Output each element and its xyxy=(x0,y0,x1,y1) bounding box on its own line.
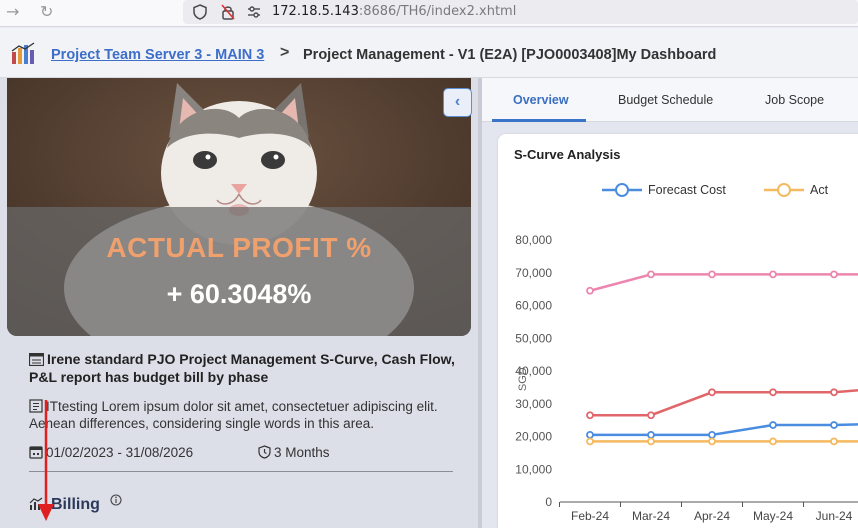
series-point xyxy=(769,270,777,279)
series-point xyxy=(647,270,655,279)
y-tick-label: 0 xyxy=(545,495,552,509)
tab-job-scope[interactable]: Job Scope xyxy=(765,93,825,107)
section-divider xyxy=(29,471,453,472)
chart-title: S-Curve Analysis xyxy=(514,147,621,162)
red-arrow-annotation xyxy=(38,400,54,521)
y-tick-label: 20,000 xyxy=(515,430,552,444)
series-point xyxy=(830,421,838,429)
date-range-text: 01/02/2023 - 31/08/2026 xyxy=(46,445,194,460)
chevron-left-icon: ‹ xyxy=(454,93,461,110)
legend-swatch-marker xyxy=(615,183,629,197)
y-tick-label: 40,000 xyxy=(515,364,552,378)
series-point xyxy=(708,270,716,279)
calendar-icon xyxy=(29,446,43,459)
series-point xyxy=(586,411,594,420)
series-point xyxy=(769,437,777,446)
project-date-range: 01/02/2023 - 31/08/2026 xyxy=(29,445,193,460)
dashboard-panel: Overview Budget Schedule Job Scope S-Cur… xyxy=(482,78,858,528)
dashboard-tabs: Overview Budget Schedule Job Scope xyxy=(482,78,858,122)
series-point xyxy=(769,388,777,397)
active-tab-indicator xyxy=(492,119,586,122)
duration-text: 3 Months xyxy=(274,445,330,460)
y-tick-label: 80,000 xyxy=(515,233,552,247)
project-description: ITtesting Lorem ipsum dolor sit amet, co… xyxy=(29,398,459,432)
breadcrumb-separator: > xyxy=(280,44,290,61)
project-duration: 3 Months xyxy=(258,445,330,460)
x-tick-label: Mar-24 xyxy=(632,509,670,523)
series-point xyxy=(586,430,594,439)
billing-label: Billing xyxy=(51,496,100,513)
collapse-panel-button[interactable]: ‹ xyxy=(443,88,472,117)
series-point xyxy=(708,437,716,446)
legend-label: Act xyxy=(810,183,829,197)
panel-splitter[interactable] xyxy=(478,78,482,528)
series-point xyxy=(769,421,777,429)
project-summary-panel: ACTUAL PROFIT % + 60.3048% Irene standar… xyxy=(0,78,478,528)
x-tick-label: May-24 xyxy=(753,509,793,523)
project-description-text: ITtesting Lorem ipsum dolor sit amet, co… xyxy=(29,399,438,431)
address-bar[interactable] xyxy=(183,0,858,24)
info-icon[interactable] xyxy=(110,494,122,506)
y-tick-label: 50,000 xyxy=(515,331,552,345)
y-axis-label: SGD xyxy=(517,367,529,391)
y-tick-label: 10,000 xyxy=(515,462,552,476)
y-tick-label: 70,000 xyxy=(515,266,552,280)
url-path: :8686/TH6/index2.xhtml xyxy=(358,4,517,19)
series-line xyxy=(590,389,858,417)
billing-section-header: Billing xyxy=(29,494,125,514)
page-settings-icon[interactable] xyxy=(245,3,263,21)
s-curve-chart: 0 10,000 20,000 30,000 40,000 50,000 60,000 70,… xyxy=(515,183,858,523)
x-tick-label: Feb-24 xyxy=(571,509,609,523)
series-point xyxy=(647,430,655,439)
legend-label: Forecast Cost xyxy=(648,183,726,197)
actual-profit-value: + 60.3048% xyxy=(166,279,312,309)
actual-profit-label: ACTUAL PROFIT % xyxy=(106,232,372,263)
series-line xyxy=(590,423,858,437)
shield-clock-icon xyxy=(258,445,271,459)
hero-overlay xyxy=(7,207,471,336)
breadcrumb-current-page: Project Management - V1 (E2A) [PJO000340… xyxy=(303,47,717,63)
series-point xyxy=(586,437,594,446)
series-point xyxy=(647,411,655,420)
project-title-text: Irene standard PJO Project Management S-… xyxy=(29,351,455,385)
url-host: 172.18.5.143 xyxy=(272,4,359,19)
series-point xyxy=(708,430,716,439)
series-point xyxy=(586,286,594,295)
bar-chart-logo-icon[interactable] xyxy=(10,42,36,66)
series-point xyxy=(830,437,838,446)
s-curve-card: S-Curve Analysis 0 10,000 20,000 30,000 40,0… xyxy=(498,134,858,528)
y-tick-label: 60,000 xyxy=(515,299,552,313)
app-header: Project Team Server 3 - MAIN 3 > Project… xyxy=(0,28,858,78)
series-line xyxy=(589,273,858,292)
insecure-lock-icon[interactable] xyxy=(219,3,237,21)
project-hero-card: ACTUAL PROFIT % + 60.3048% xyxy=(7,78,471,336)
shield-icon[interactable] xyxy=(191,3,209,21)
x-tick-label: Jun-24 xyxy=(816,509,853,523)
legend-swatch-marker xyxy=(777,183,791,197)
series-point xyxy=(708,388,716,397)
tab-overview[interactable]: Overview xyxy=(513,93,569,107)
x-tick-label: Apr-24 xyxy=(694,509,730,523)
project-title: Irene standard PJO Project Management S-… xyxy=(29,350,459,386)
series-point xyxy=(830,388,838,397)
y-tick-label: 30,000 xyxy=(515,397,552,411)
document-icon xyxy=(29,399,43,413)
url-text: 172.18.5.143:8686/TH6/index2.xhtml xyxy=(272,4,516,19)
breadcrumb-server-link[interactable]: Project Team Server 3 - MAIN 3 xyxy=(51,47,265,63)
forward-arrow-icon[interactable]: → xyxy=(6,2,20,21)
billing-chart-icon xyxy=(29,497,43,510)
reload-icon[interactable]: ↻ xyxy=(40,2,54,21)
browser-toolbar: → ↻ 172.18.5.143:8686/TH6/index2.xhtml xyxy=(0,0,858,27)
card-icon xyxy=(29,353,44,366)
series-point xyxy=(647,437,655,446)
tab-budget-schedule[interactable]: Budget Schedule xyxy=(618,93,714,107)
series-point xyxy=(830,270,838,279)
